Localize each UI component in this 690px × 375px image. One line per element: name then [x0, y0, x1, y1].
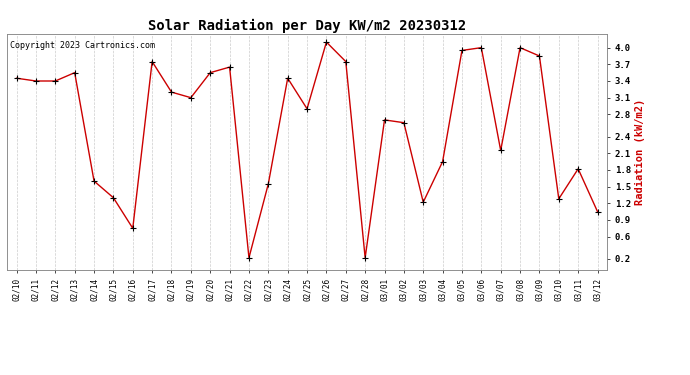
Y-axis label: Radiation (kW/m2): Radiation (kW/m2): [635, 99, 645, 205]
Title: Solar Radiation per Day KW/m2 20230312: Solar Radiation per Day KW/m2 20230312: [148, 18, 466, 33]
Text: Copyright 2023 Cartronics.com: Copyright 2023 Cartronics.com: [10, 41, 155, 50]
